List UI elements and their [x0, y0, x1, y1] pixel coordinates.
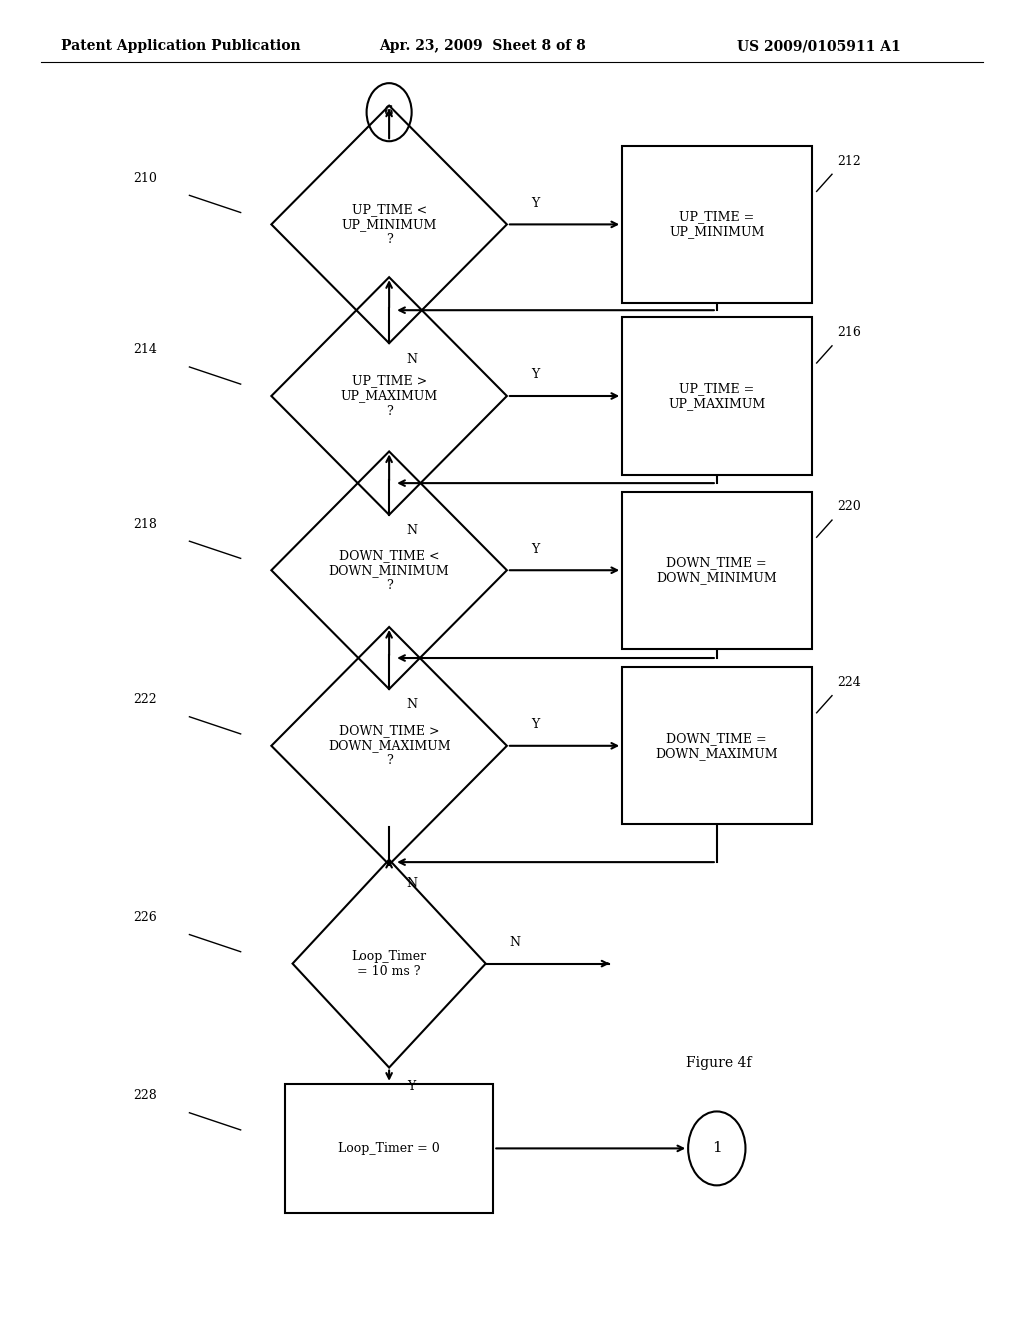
Text: 222: 222 — [133, 693, 157, 706]
Bar — [622, 318, 811, 475]
Text: DOWN_TIME =
DOWN_MAXIMUM: DOWN_TIME = DOWN_MAXIMUM — [655, 731, 778, 760]
Text: UP_TIME >
UP_MAXIMUM
?: UP_TIME > UP_MAXIMUM ? — [341, 375, 437, 417]
Text: 1: 1 — [712, 1142, 722, 1155]
Text: 220: 220 — [838, 500, 861, 513]
Text: UP_TIME =
UP_MAXIMUM: UP_TIME = UP_MAXIMUM — [669, 381, 765, 411]
Text: Loop_Timer = 0: Loop_Timer = 0 — [338, 1142, 440, 1155]
Text: US 2009/0105911 A1: US 2009/0105911 A1 — [737, 40, 901, 53]
Text: UP_TIME =
UP_MINIMUM: UP_TIME = UP_MINIMUM — [669, 210, 765, 239]
Text: DOWN_TIME <
DOWN_MINIMUM
?: DOWN_TIME < DOWN_MINIMUM ? — [329, 549, 450, 591]
Text: 6: 6 — [384, 106, 394, 119]
Bar — [285, 1084, 494, 1213]
Text: N: N — [509, 936, 520, 949]
Text: Figure 4f: Figure 4f — [686, 1056, 752, 1069]
Text: N: N — [407, 524, 417, 537]
Text: 218: 218 — [133, 517, 157, 531]
Circle shape — [688, 1111, 745, 1185]
Bar — [622, 147, 811, 304]
Text: Y: Y — [531, 368, 540, 381]
Text: 226: 226 — [133, 911, 157, 924]
Text: 212: 212 — [838, 154, 861, 168]
Bar — [622, 668, 811, 824]
Text: DOWN_TIME =
DOWN_MINIMUM: DOWN_TIME = DOWN_MINIMUM — [656, 556, 777, 585]
Text: Y: Y — [531, 543, 540, 556]
Text: 216: 216 — [838, 326, 861, 339]
Text: N: N — [407, 876, 417, 890]
Text: 214: 214 — [133, 343, 157, 356]
Text: Loop_Timer
= 10 ms ?: Loop_Timer = 10 ms ? — [351, 949, 427, 978]
Text: 210: 210 — [133, 172, 157, 185]
Text: N: N — [407, 698, 417, 711]
Bar — [622, 492, 811, 649]
Text: 224: 224 — [838, 676, 861, 689]
Text: Y: Y — [408, 1080, 416, 1093]
Text: Apr. 23, 2009  Sheet 8 of 8: Apr. 23, 2009 Sheet 8 of 8 — [379, 40, 586, 53]
Circle shape — [367, 83, 412, 141]
Text: UP_TIME <
UP_MINIMUM
?: UP_TIME < UP_MINIMUM ? — [341, 203, 437, 246]
Text: N: N — [407, 352, 417, 366]
Text: Y: Y — [531, 197, 540, 210]
Text: DOWN_TIME >
DOWN_MAXIMUM
?: DOWN_TIME > DOWN_MAXIMUM ? — [328, 725, 451, 767]
Text: Y: Y — [531, 718, 540, 731]
Text: Patent Application Publication: Patent Application Publication — [61, 40, 301, 53]
Text: 228: 228 — [133, 1089, 157, 1102]
